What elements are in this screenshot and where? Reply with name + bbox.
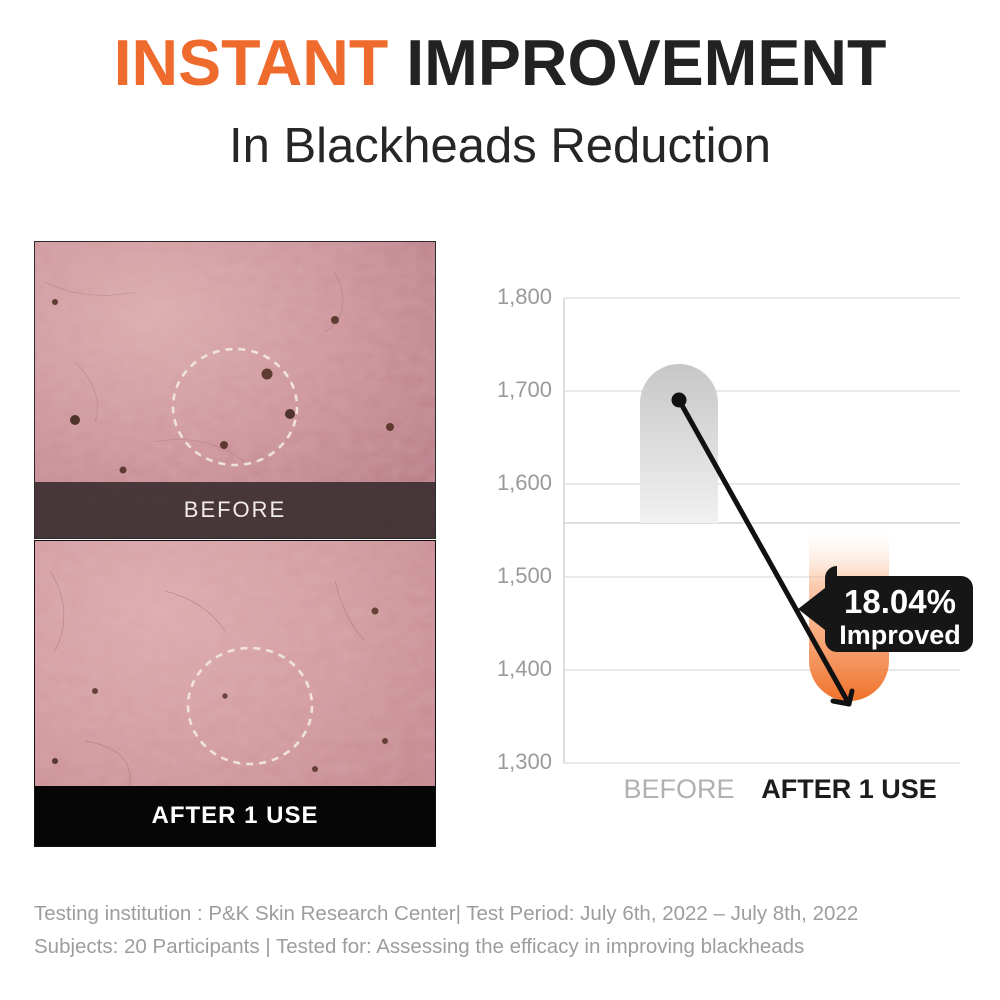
svg-text:1,600: 1,600 (497, 470, 552, 495)
svg-text:1,800: 1,800 (497, 284, 552, 309)
svg-text:Improved: Improved (839, 620, 961, 650)
svg-text:AFTER 1 USE: AFTER 1 USE (761, 774, 937, 804)
svg-text:BEFORE: BEFORE (623, 774, 734, 804)
svg-text:1,300: 1,300 (497, 749, 552, 774)
svg-text:BEFORE: BEFORE (184, 497, 286, 522)
svg-text:18.04%: 18.04% (844, 583, 956, 620)
svg-text:1,700: 1,700 (497, 377, 552, 402)
svg-text:1,400: 1,400 (497, 656, 552, 681)
svg-text:1,500: 1,500 (497, 563, 552, 588)
svg-text:AFTER 1 USE: AFTER 1 USE (151, 802, 318, 829)
